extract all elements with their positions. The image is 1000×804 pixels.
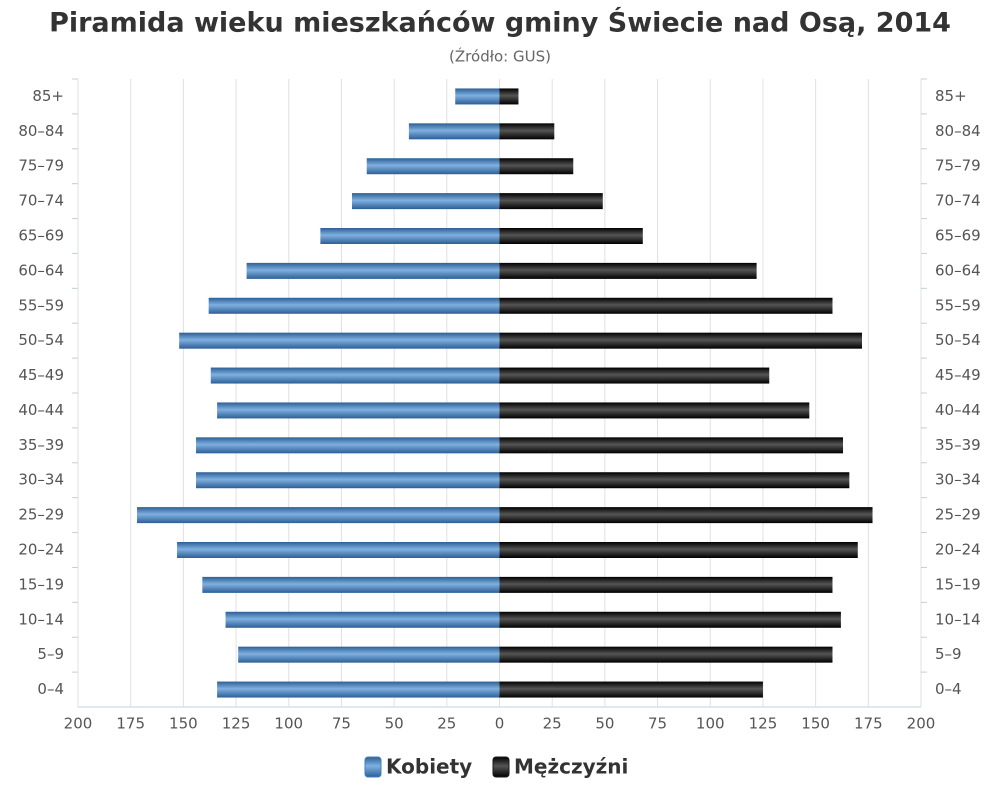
x-tick-label: 100: [696, 715, 725, 733]
bar: [499, 576, 833, 593]
bar: [351, 193, 500, 210]
bar: [499, 542, 858, 558]
y-tick-label: 40–44: [18, 401, 64, 419]
y-tick-label: 80–84: [18, 122, 64, 140]
y-tick-label: 35–39: [935, 436, 981, 454]
bar: [455, 88, 500, 105]
y-tick-label: 55–59: [18, 296, 64, 314]
y-tick-label: 75–79: [935, 157, 981, 175]
bar: [217, 681, 500, 698]
x-tick-label: 75: [648, 715, 667, 733]
y-tick-label: 60–64: [18, 261, 64, 279]
bar: [366, 158, 500, 175]
y-tick-label: 25–29: [935, 506, 981, 524]
x-tick-label: 200: [907, 715, 936, 733]
bar: [499, 228, 643, 244]
y-tick-label: 50–54: [18, 331, 64, 349]
y-tick-label: 75–79: [18, 157, 64, 175]
legend-label: Mężczyźni: [514, 755, 628, 779]
y-tick-label: 5–9: [37, 645, 64, 663]
bar: [499, 681, 763, 698]
y-tick-label: 5–9: [935, 645, 962, 663]
y-tick-label: 70–74: [935, 192, 981, 210]
bar: [137, 507, 500, 524]
bar: [210, 367, 500, 384]
y-tick-label: 65–69: [935, 227, 981, 245]
bar: [217, 402, 500, 419]
chart-title: Piramida wieku mieszkańców gminy Świecie…: [49, 7, 951, 39]
x-tick-label: 200: [64, 715, 93, 733]
y-tick-label: 85+: [32, 87, 64, 105]
bar: [408, 123, 500, 140]
bar: [179, 332, 500, 349]
y-tick-label: 80–84: [935, 122, 981, 140]
bar: [225, 611, 500, 628]
legend-swatch: [492, 756, 510, 778]
y-tick-label: 65–69: [18, 227, 64, 245]
x-tick-label: 0: [495, 715, 505, 733]
bar: [499, 158, 574, 175]
bar: [202, 576, 500, 593]
y-tick-label: 45–49: [18, 366, 64, 384]
bar: [499, 402, 810, 419]
y-tick-label: 20–24: [18, 541, 64, 559]
x-tick-label: 150: [169, 715, 198, 733]
y-tick-label: 10–14: [18, 610, 64, 628]
y-tick-label: 20–24: [935, 541, 981, 559]
y-tick-label: 35–39: [18, 436, 64, 454]
x-tick-label: 175: [854, 715, 883, 733]
x-tick-label: 50: [385, 715, 404, 733]
y-tick-label: 10–14: [935, 610, 981, 628]
y-tick-label: 70–74: [18, 192, 64, 210]
x-tick-label: 25: [437, 715, 456, 733]
x-tick-label: 175: [116, 715, 145, 733]
x-tick-label: 25: [543, 715, 562, 733]
x-tick-label: 50: [595, 715, 614, 733]
bar: [196, 472, 500, 489]
y-tick-label: 50–54: [935, 331, 981, 349]
y-tick-label: 30–34: [18, 471, 64, 489]
bar: [208, 297, 500, 314]
y-tick-label: 25–29: [18, 506, 64, 524]
bar: [499, 88, 519, 105]
x-tick-label: 150: [801, 715, 830, 733]
bar: [499, 297, 833, 314]
bar: [499, 646, 833, 663]
legend-label: Kobiety: [386, 755, 472, 779]
x-tick-label: 125: [749, 715, 778, 733]
x-tick-label: 75: [332, 715, 351, 733]
y-tick-label: 45–49: [935, 366, 981, 384]
bar: [499, 262, 757, 279]
legend-swatch: [364, 756, 382, 778]
bar: [320, 228, 500, 244]
bar: [177, 542, 500, 558]
bar: [499, 123, 555, 140]
bar: [238, 646, 500, 663]
bar: [499, 611, 841, 628]
y-tick-label: 0–4: [935, 680, 962, 698]
bar: [499, 332, 862, 349]
bar: [196, 437, 500, 454]
y-tick-label: 85+: [935, 87, 967, 105]
chart-subtitle: (Źródło: GUS): [449, 47, 551, 66]
y-tick-label: 55–59: [935, 296, 981, 314]
bar: [499, 472, 850, 489]
bar: [499, 367, 770, 384]
y-tick-label: 40–44: [935, 401, 981, 419]
x-tick-label: 100: [274, 715, 303, 733]
y-tick-label: 15–19: [935, 575, 981, 593]
bar: [499, 437, 844, 454]
bar: [499, 507, 873, 524]
x-tick-label: 125: [222, 715, 251, 733]
y-tick-label: 0–4: [37, 680, 64, 698]
y-tick-label: 60–64: [935, 261, 981, 279]
bar: [499, 193, 603, 210]
y-tick-label: 30–34: [935, 471, 981, 489]
y-tick-label: 15–19: [18, 575, 64, 593]
bar: [246, 262, 500, 279]
